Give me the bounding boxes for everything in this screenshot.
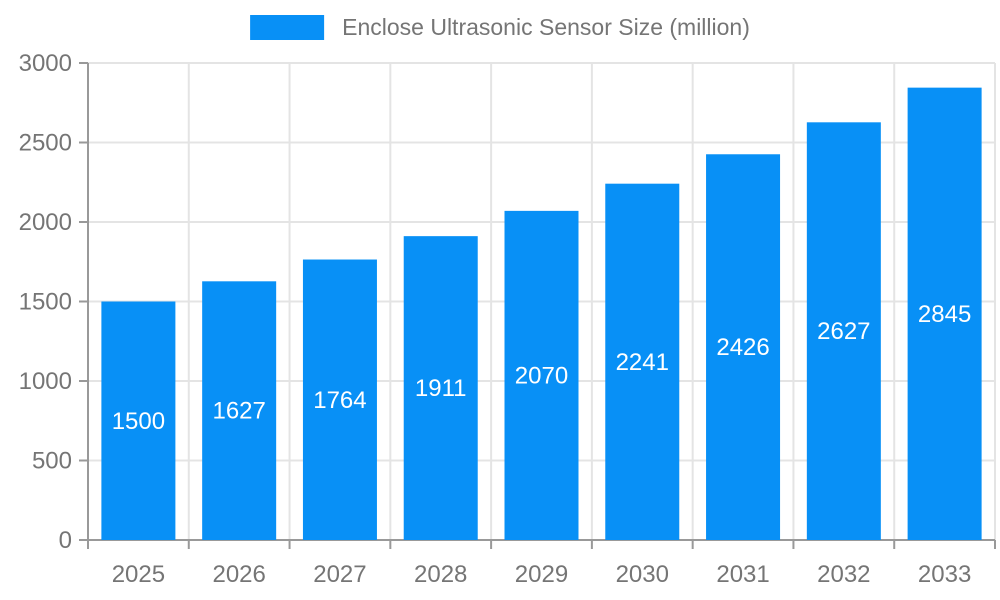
bar-value-label-2033: 2845 xyxy=(918,301,971,328)
y-tick-label-500: 500 xyxy=(32,448,72,475)
bar-2033[interactable] xyxy=(907,87,982,541)
bar-2028[interactable] xyxy=(403,236,478,540)
legend-label: Enclose Ultrasonic Sensor Size (million) xyxy=(342,14,750,40)
bar-2032[interactable] xyxy=(806,122,881,540)
bar-value-label-2029: 2070 xyxy=(515,362,568,389)
bar-2026[interactable] xyxy=(202,281,277,540)
y-tick-label-1500: 1500 xyxy=(19,289,72,316)
x-tick-label-2030: 2030 xyxy=(616,561,669,588)
bar-value-label-2027: 1764 xyxy=(313,387,366,414)
y-tick-label-0: 0 xyxy=(59,527,72,554)
bar-value-label-2031: 2426 xyxy=(716,334,769,361)
bar-value-label-2026: 1627 xyxy=(212,398,265,425)
y-tick-label-2500: 2500 xyxy=(19,130,72,157)
legend[interactable]: Enclose Ultrasonic Sensor Size (million) xyxy=(250,14,750,41)
bar-2027[interactable] xyxy=(302,259,377,540)
x-tick-label-2025: 2025 xyxy=(112,561,165,588)
y-tick-label-1000: 1000 xyxy=(19,368,72,395)
bar-value-label-2032: 2627 xyxy=(817,318,870,345)
bar-2029[interactable] xyxy=(504,210,579,540)
x-tick-label-2031: 2031 xyxy=(716,561,769,588)
bar-2031[interactable] xyxy=(706,154,781,541)
x-tick-label-2033: 2033 xyxy=(918,561,971,588)
y-tick-label-2000: 2000 xyxy=(19,209,72,236)
bar-2025[interactable] xyxy=(101,301,176,541)
x-tick-label-2029: 2029 xyxy=(515,561,568,588)
legend-swatch xyxy=(250,15,325,40)
x-tick-label-2032: 2032 xyxy=(817,561,870,588)
x-tick-label-2027: 2027 xyxy=(313,561,366,588)
x-tick-label-2026: 2026 xyxy=(212,561,265,588)
bar-value-label-2028: 1911 xyxy=(415,375,467,402)
bar-value-label-2030: 2241 xyxy=(616,349,669,376)
x-tick-label-2028: 2028 xyxy=(414,561,467,588)
bar-value-label-2025: 1500 xyxy=(112,408,165,435)
y-tick-label-3000: 3000 xyxy=(19,50,72,77)
bar-2030[interactable] xyxy=(605,183,680,540)
